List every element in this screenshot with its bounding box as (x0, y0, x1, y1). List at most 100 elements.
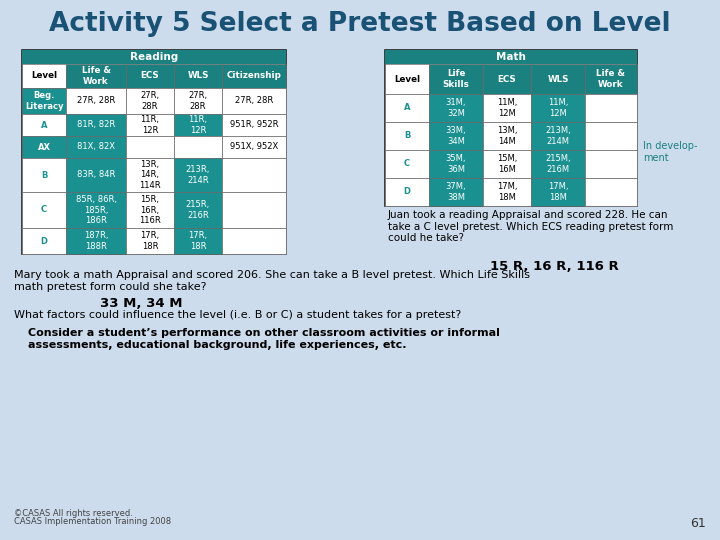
Text: 35M,
36M: 35M, 36M (446, 154, 467, 174)
Text: 17M,
18M: 17M, 18M (497, 183, 517, 202)
Text: 85R, 86R,
185R,
186R: 85R, 86R, 185R, 186R (76, 195, 117, 225)
Bar (222, 64, 286, 88)
Bar (174, 64, 222, 88)
Text: WLS: WLS (187, 71, 209, 80)
Text: Level: Level (31, 71, 57, 80)
Bar (429, 122, 483, 150)
Bar (585, 94, 637, 122)
Text: 37M,
38M: 37M, 38M (446, 183, 467, 202)
Bar (585, 178, 637, 206)
Text: ©CASAS All rights reserved.: ©CASAS All rights reserved. (14, 509, 133, 518)
Bar (174, 192, 222, 228)
Text: In develop-
ment: In develop- ment (643, 141, 698, 163)
Bar (531, 122, 585, 150)
Bar (22, 158, 66, 192)
Bar (22, 50, 286, 254)
Bar (222, 158, 286, 192)
Text: C: C (41, 206, 47, 214)
Bar (585, 150, 637, 178)
Bar (126, 88, 174, 114)
Text: AX: AX (37, 143, 50, 152)
Text: D: D (40, 237, 48, 246)
Bar (483, 122, 531, 150)
Bar (385, 50, 637, 206)
Text: Activity 5 Select a Pretest Based on Level: Activity 5 Select a Pretest Based on Lev… (49, 11, 671, 37)
Text: 17M,
18M: 17M, 18M (548, 183, 568, 202)
Bar (126, 228, 174, 254)
Bar (66, 228, 126, 254)
Bar (66, 114, 126, 136)
Bar (126, 136, 174, 158)
Bar (126, 192, 174, 228)
Bar (174, 88, 222, 114)
Text: 15R,
16R,
116R: 15R, 16R, 116R (139, 195, 161, 225)
Bar (66, 88, 126, 114)
Text: Life &
Work: Life & Work (596, 69, 626, 89)
Text: Citizenship: Citizenship (227, 71, 282, 80)
Text: 81X, 82X: 81X, 82X (77, 143, 115, 152)
Bar (22, 88, 66, 114)
Text: 11M,
12M: 11M, 12M (548, 98, 568, 118)
Text: Mary took a math Appraisal and scored 206. She can take a B level pretest. Which: Mary took a math Appraisal and scored 20… (14, 270, 530, 292)
Bar (483, 94, 531, 122)
Bar (126, 114, 174, 136)
Text: Life &
Work: Life & Work (81, 66, 110, 86)
Bar (66, 192, 126, 228)
Text: C: C (404, 159, 410, 168)
Text: 13R,
14R,
114R: 13R, 14R, 114R (139, 160, 161, 190)
Bar (66, 136, 126, 158)
Bar (174, 228, 222, 254)
Bar (429, 178, 483, 206)
Bar (222, 88, 286, 114)
Text: 15 R, 16 R, 116 R: 15 R, 16 R, 116 R (490, 260, 618, 273)
Text: 17R,
18R: 17R, 18R (189, 231, 207, 251)
Text: 213M,
214M: 213M, 214M (545, 126, 571, 146)
Bar (174, 136, 222, 158)
Bar (222, 136, 286, 158)
Bar (483, 150, 531, 178)
Text: Juan took a reading Appraisal and scored 228. He can
take a C level pretest. Whi: Juan took a reading Appraisal and scored… (388, 210, 673, 243)
Text: Reading: Reading (130, 52, 178, 62)
Bar (483, 64, 531, 94)
Text: 27R, 28R: 27R, 28R (77, 97, 115, 105)
Text: 187R,
188R: 187R, 188R (84, 231, 108, 251)
Text: WLS: WLS (547, 75, 569, 84)
Text: 215M,
216M: 215M, 216M (545, 154, 571, 174)
Bar (585, 122, 637, 150)
Text: A: A (404, 104, 410, 112)
Bar (531, 94, 585, 122)
Bar (385, 94, 429, 122)
Text: D: D (403, 187, 410, 197)
Text: 33 M, 34 M: 33 M, 34 M (100, 297, 182, 310)
Text: 17R,
18R: 17R, 18R (140, 231, 160, 251)
Text: 15M,
16M: 15M, 16M (497, 154, 517, 174)
Bar (222, 192, 286, 228)
Bar (385, 178, 429, 206)
Text: 13M,
14M: 13M, 14M (497, 126, 517, 146)
Text: 11M,
12M: 11M, 12M (497, 98, 517, 118)
Text: Math: Math (496, 52, 526, 62)
Bar (22, 114, 66, 136)
Bar (429, 94, 483, 122)
Text: 33M,
34M: 33M, 34M (446, 126, 467, 146)
Text: 951X, 952X: 951X, 952X (230, 143, 278, 152)
Text: 27R,
28R: 27R, 28R (140, 91, 160, 111)
Text: ECS: ECS (498, 75, 516, 84)
Bar (483, 178, 531, 206)
Bar (429, 64, 483, 94)
Bar (385, 122, 429, 150)
Bar (66, 64, 126, 88)
Text: Beg.
Literacy: Beg. Literacy (24, 91, 63, 111)
Text: 83R, 84R: 83R, 84R (77, 171, 115, 179)
Bar (429, 150, 483, 178)
Bar (385, 150, 429, 178)
Text: 215R,
216R: 215R, 216R (186, 200, 210, 220)
Text: 31M,
32M: 31M, 32M (446, 98, 467, 118)
Bar (531, 150, 585, 178)
Bar (585, 64, 637, 94)
Text: B: B (41, 171, 48, 179)
Text: What factors could influence the level (i.e. B or C) a student takes for a prete: What factors could influence the level (… (14, 310, 462, 320)
Text: 213R,
214R: 213R, 214R (186, 165, 210, 185)
Text: B: B (404, 132, 410, 140)
Text: 27R,
28R: 27R, 28R (189, 91, 207, 111)
